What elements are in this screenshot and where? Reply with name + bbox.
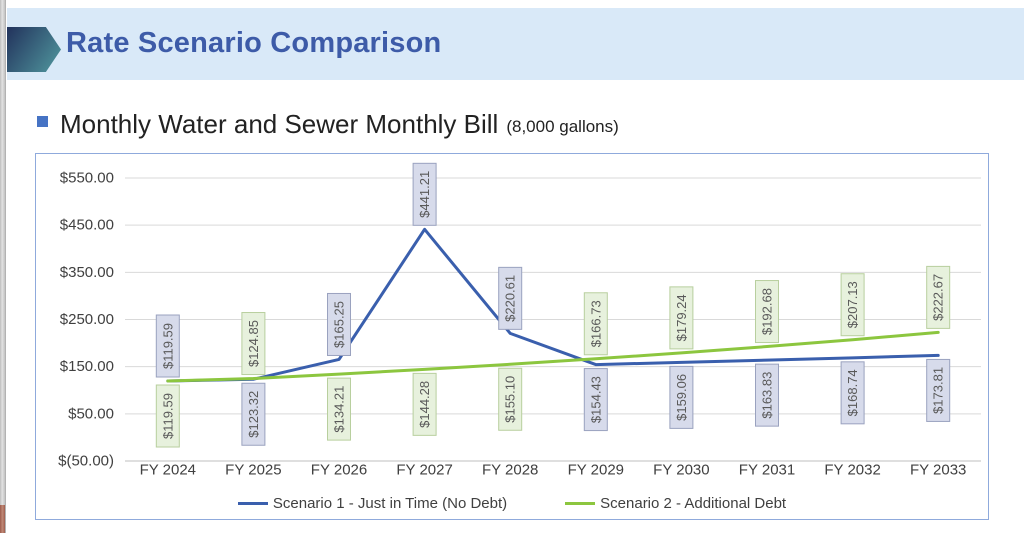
svg-text:$350.00: $350.00 — [60, 264, 114, 281]
svg-text:FY 2032: FY 2032 — [824, 462, 880, 479]
svg-text:FY 2030: FY 2030 — [653, 462, 709, 479]
svg-text:$450.00: $450.00 — [60, 217, 114, 234]
svg-text:$134.21: $134.21 — [332, 386, 347, 433]
svg-text:$123.32: $123.32 — [246, 391, 261, 438]
svg-text:$165.25: $165.25 — [332, 301, 347, 348]
svg-text:$119.59: $119.59 — [160, 393, 175, 439]
svg-text:$(50.00): $(50.00) — [58, 453, 114, 470]
svg-text:$163.83: $163.83 — [760, 372, 775, 419]
chart-legend: Scenario 1 - Just in Time (No Debt) Scen… — [36, 495, 988, 512]
svg-text:$119.59: $119.59 — [160, 323, 175, 369]
svg-text:$250.00: $250.00 — [60, 311, 114, 328]
svg-text:$550.00: $550.00 — [60, 170, 114, 187]
svg-text:FY 2026: FY 2026 — [311, 462, 367, 479]
legend-item-scenario-2: Scenario 2 - Additional Debt — [565, 495, 786, 512]
arrow-icon — [7, 27, 61, 72]
legend-item-scenario-1: Scenario 1 - Just in Time (No Debt) — [237, 495, 508, 512]
svg-text:$159.06: $159.06 — [674, 374, 689, 421]
window-edge-bottom — [0, 505, 5, 533]
chart-heading: Monthly Water and Sewer Monthly Bill (8,… — [37, 104, 619, 144]
svg-text:FY 2031: FY 2031 — [739, 462, 795, 479]
svg-text:$155.10: $155.10 — [503, 376, 518, 423]
bullet-square-icon — [37, 115, 48, 127]
svg-text:FY 2029: FY 2029 — [568, 462, 624, 479]
svg-text:$173.81: $173.81 — [931, 367, 946, 414]
svg-text:$50.00: $50.00 — [68, 405, 114, 422]
svg-text:$124.85: $124.85 — [246, 320, 261, 367]
svg-text:FY 2027: FY 2027 — [396, 462, 452, 479]
svg-text:$222.67: $222.67 — [931, 274, 946, 321]
svg-text:$168.74: $168.74 — [845, 369, 860, 416]
svg-text:$441.21: $441.21 — [417, 171, 432, 218]
svg-text:FY 2028: FY 2028 — [482, 462, 538, 479]
svg-text:$207.13: $207.13 — [845, 281, 860, 328]
svg-text:$154.43: $154.43 — [588, 376, 603, 423]
svg-text:FY 2025: FY 2025 — [225, 462, 281, 479]
window-edge-strip — [0, 0, 6, 533]
svg-text:$179.24: $179.24 — [674, 294, 689, 341]
svg-text:$166.73: $166.73 — [588, 300, 603, 347]
legend-line-icon — [565, 502, 596, 505]
chart-plot-area: $550.00 $450.00 $350.00 $250.00 $150.00 $50.0… — [58, 162, 981, 479]
svg-text:$220.61: $220.61 — [503, 275, 518, 322]
svg-text:$150.00: $150.00 — [60, 358, 114, 375]
svg-text:FY 2024: FY 2024 — [140, 462, 196, 479]
legend-line-icon — [237, 502, 268, 505]
slide-header: Rate Scenario Comparison — [7, 8, 1024, 80]
svg-text:$192.68: $192.68 — [760, 288, 775, 335]
chart-container: $550.00 $450.00 $350.00 $250.00 $150.00 $50.0… — [35, 153, 989, 520]
chart-heading-text: Monthly Water and Sewer Monthly Bill — [60, 108, 499, 139]
svg-text:$144.28: $144.28 — [417, 381, 432, 428]
legend-label-scenario-1: Scenario 1 - Just in Time (No Debt) — [272, 495, 508, 512]
svg-text:FY 2033: FY 2033 — [910, 462, 966, 479]
legend-label-scenario-2: Scenario 2 - Additional Debt — [600, 495, 787, 512]
page-title: Rate Scenario Comparison — [66, 26, 442, 59]
chart-heading-suffix: (8,000 gallons) — [506, 116, 619, 136]
